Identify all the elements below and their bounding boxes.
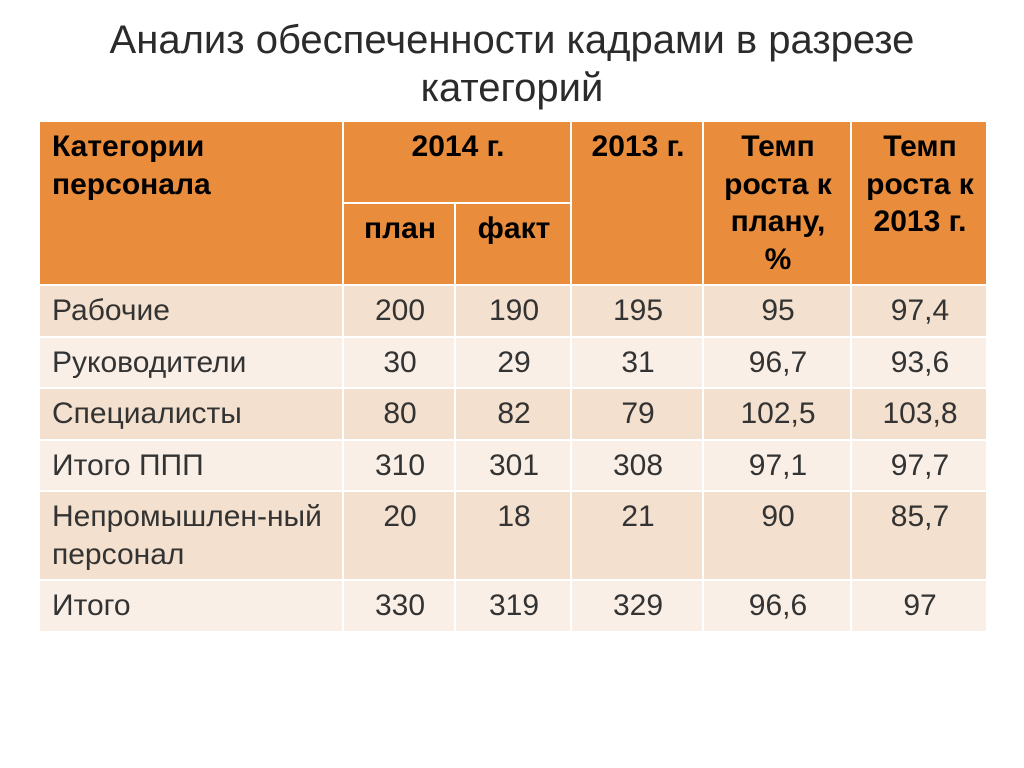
personnel-table: Категории персонала 2014 г. 2013 г. Темп… [38,120,988,633]
header-2014: 2014 г. [343,121,571,203]
table-row: Специалисты 80 82 79 102,5 103,8 [39,388,987,440]
cell-fact: 190 [455,285,571,337]
cell-growth-2013: 97 [851,580,987,632]
table-row: Руководители 30 29 31 96,7 93,6 [39,337,987,389]
cell-growth-plan: 102,5 [703,388,851,440]
cell-2013: 329 [571,580,703,632]
header-plan: план [343,203,455,285]
cell-fact: 301 [455,440,571,492]
cell-category: Итого [39,580,343,632]
page-title: Анализ обеспеченности кадрами в разрезе … [38,16,986,112]
cell-growth-2013: 97,4 [851,285,987,337]
cell-2013: 21 [571,491,703,580]
header-growth-plan: Темп роста к плану, % [703,121,851,285]
header-2013: 2013 г. [571,121,703,285]
cell-fact: 18 [455,491,571,580]
cell-plan: 200 [343,285,455,337]
cell-plan: 80 [343,388,455,440]
cell-2013: 308 [571,440,703,492]
cell-category: Руководители [39,337,343,389]
cell-plan: 310 [343,440,455,492]
header-fact: факт [455,203,571,285]
cell-plan: 330 [343,580,455,632]
cell-2013: 31 [571,337,703,389]
header-category: Категории персонала [39,121,343,285]
cell-category: Рабочие [39,285,343,337]
cell-fact: 319 [455,580,571,632]
cell-growth-2013: 97,7 [851,440,987,492]
header-growth-2013: Темп роста к 2013 г. [851,121,987,285]
cell-fact: 29 [455,337,571,389]
cell-2013: 195 [571,285,703,337]
cell-growth-2013: 93,6 [851,337,987,389]
cell-2013: 79 [571,388,703,440]
cell-growth-plan: 96,7 [703,337,851,389]
cell-growth-2013: 103,8 [851,388,987,440]
table-row: Непромышлен-ный персонал 20 18 21 90 85,… [39,491,987,580]
cell-fact: 82 [455,388,571,440]
cell-category: Специалисты [39,388,343,440]
cell-growth-plan: 90 [703,491,851,580]
table-header: Категории персонала 2014 г. 2013 г. Темп… [39,121,987,285]
cell-plan: 20 [343,491,455,580]
cell-growth-plan: 97,1 [703,440,851,492]
table-body: Рабочие 200 190 195 95 97,4 Руководители… [39,285,987,632]
slide: Анализ обеспеченности кадрами в разрезе … [0,0,1024,768]
table-row: Рабочие 200 190 195 95 97,4 [39,285,987,337]
cell-growth-plan: 96,6 [703,580,851,632]
table-row: Итого 330 319 329 96,6 97 [39,580,987,632]
cell-growth-2013: 85,7 [851,491,987,580]
cell-plan: 30 [343,337,455,389]
cell-category: Итого ППП [39,440,343,492]
table-row: Итого ППП 310 301 308 97,1 97,7 [39,440,987,492]
cell-category: Непромышлен-ный персонал [39,491,343,580]
cell-growth-plan: 95 [703,285,851,337]
